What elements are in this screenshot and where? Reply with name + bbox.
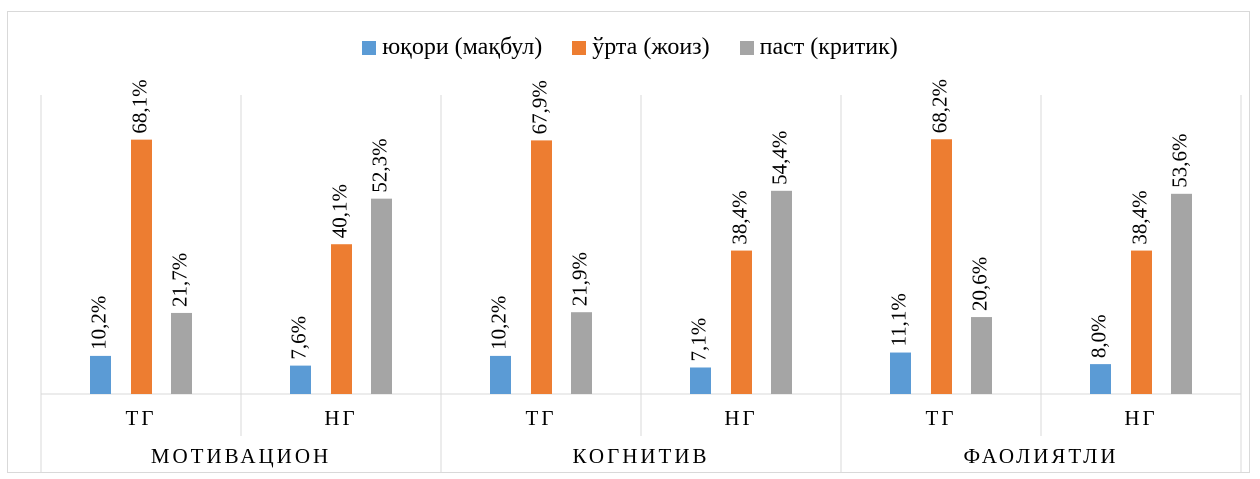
chart-frame [7, 11, 1250, 473]
legend-item-high: юқори (мақбул) [362, 34, 542, 61]
data-label: 10,2% [86, 296, 110, 350]
data-label: 54,4% [767, 131, 791, 185]
bar [931, 139, 952, 394]
legend-label-medium: ўрта (жоиз) [592, 34, 710, 60]
bar [971, 317, 992, 394]
bar [731, 250, 752, 394]
category-label: НГ [1124, 406, 1157, 430]
data-label: 21,7% [167, 253, 191, 307]
category-label: ТГ [526, 406, 557, 430]
data-label: 67,9% [527, 80, 551, 134]
bar [571, 312, 592, 394]
data-label: 10,2% [486, 296, 510, 350]
group-label: ФАОЛИЯТЛИ [963, 444, 1118, 468]
data-label: 38,4% [1127, 190, 1151, 244]
bar [171, 312, 192, 394]
category-label: ТГ [926, 406, 957, 430]
bar [771, 190, 792, 394]
bar [690, 367, 711, 394]
legend-swatch-low [739, 40, 754, 55]
legend-item-low: паст (критик) [739, 34, 898, 61]
category-label: НГ [324, 406, 357, 430]
legend-label-high: юқори (мақбул) [382, 34, 543, 60]
legend: юқори (мақбул) ўрта (жоиз) паст (критик) [0, 34, 1260, 61]
bar [90, 355, 111, 394]
data-label: 21,9% [567, 252, 591, 306]
data-label: 8,0% [1086, 314, 1110, 358]
bar [131, 139, 152, 394]
legend-swatch-medium [572, 40, 587, 55]
data-label: 11,1% [886, 293, 910, 346]
data-label: 68,2% [927, 79, 951, 133]
bar [490, 355, 511, 394]
legend-swatch-high [362, 40, 377, 55]
bar [1171, 193, 1192, 394]
data-label: 40,1% [327, 184, 351, 238]
category-label: ТГ [126, 406, 157, 430]
bar [290, 365, 311, 394]
data-label: 38,4% [727, 190, 751, 244]
legend-label-low: паст (критик) [759, 34, 898, 60]
data-label: 7,6% [286, 316, 310, 360]
data-label: 7,1% [686, 318, 710, 362]
bar [531, 140, 552, 394]
legend-item-medium: ўрта (жоиз) [572, 34, 710, 61]
data-label: 52,3% [367, 138, 391, 192]
group-label: МОТИВАЦИОН [151, 444, 331, 468]
group-label: КОГНИТИВ [572, 444, 709, 468]
bar [371, 198, 392, 394]
bar [1090, 364, 1111, 394]
data-label: 53,6% [1167, 134, 1191, 188]
category-label: НГ [724, 406, 757, 430]
bar [331, 244, 352, 394]
data-label: 68,1% [127, 79, 151, 133]
data-label: 20,6% [967, 257, 991, 311]
bar [890, 352, 911, 394]
bar [1131, 250, 1152, 394]
